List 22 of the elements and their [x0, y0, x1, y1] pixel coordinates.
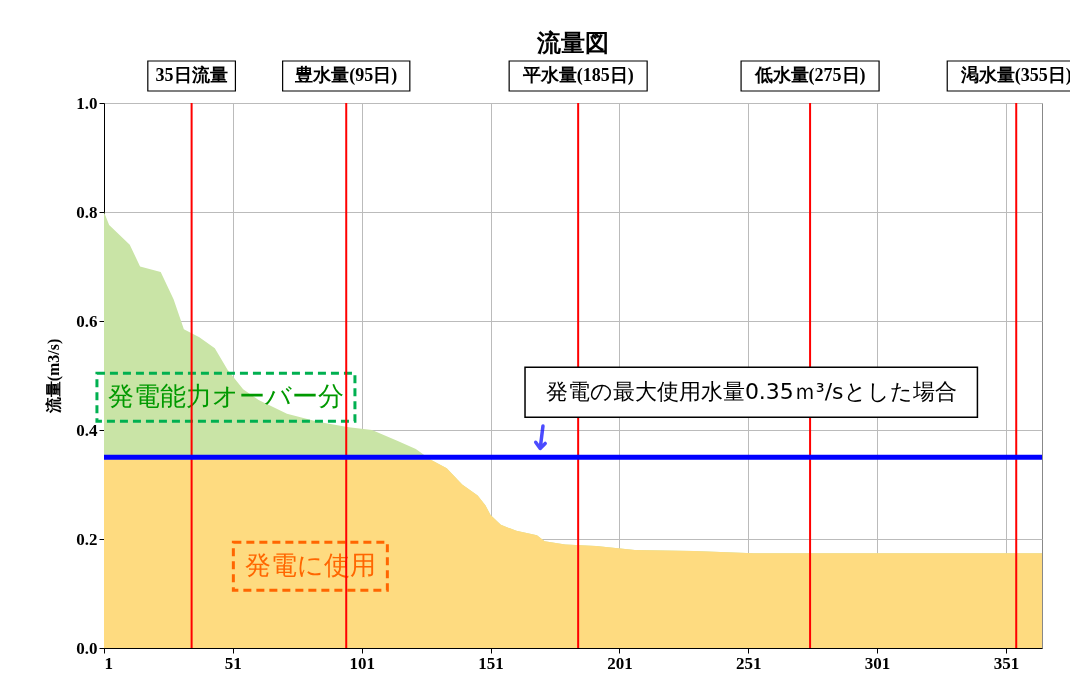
chart-title: 流量図	[536, 29, 609, 58]
ref-line-label: 平水量(185日)	[521, 65, 634, 86]
x-tick-label: 201	[607, 653, 633, 673]
ref-line-label: 低水量(275日)	[753, 65, 866, 86]
x-tick-label: 1	[104, 653, 113, 673]
x-tick-label: 301	[864, 653, 891, 673]
ref-line-label: 渇水量(355日)	[959, 65, 1070, 86]
ref-line-label: 豊水量(95日)	[294, 65, 398, 86]
y-axis-title: 流量(m3/s)	[44, 338, 64, 415]
y-tick-label: 0.2	[76, 529, 98, 549]
y-tick-label: 1.0	[76, 93, 98, 113]
y-tick-label: 0.6	[76, 311, 98, 331]
x-tick-label: 251	[735, 653, 762, 673]
x-tick-label: 351	[993, 653, 1020, 673]
ref-line-label: 発電の最大使用水量0.35ｍ³/sとした場合	[545, 379, 957, 405]
y-tick-label: 0.8	[76, 202, 98, 222]
x-tick-label: 151	[478, 653, 504, 673]
y-tick-label: 0.4	[76, 420, 98, 440]
x-tick-label: 101	[349, 653, 375, 673]
ref-line-label: 35日流量	[155, 65, 228, 85]
y-tick-label: 0.0	[76, 638, 98, 658]
x-tick-label: 51	[224, 653, 242, 673]
